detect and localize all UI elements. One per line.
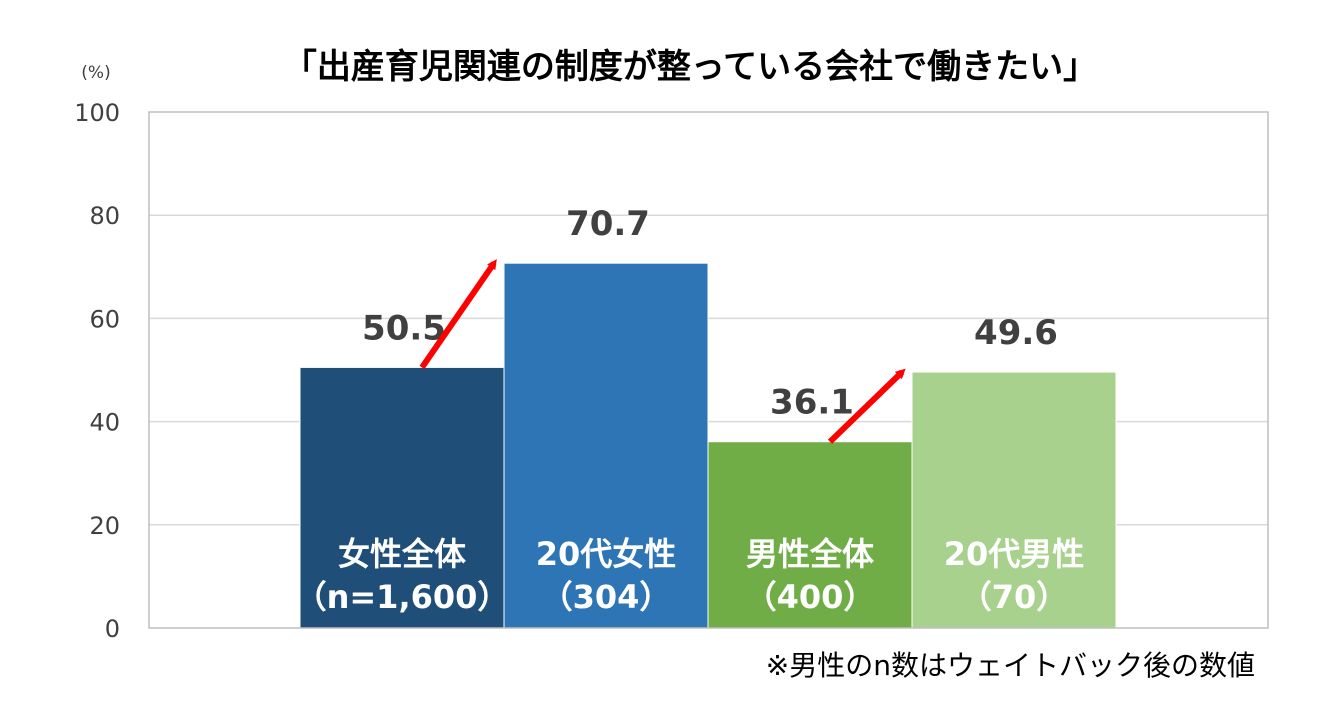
category-label: 20代男性 <box>944 535 1085 573</box>
plot-area-border <box>148 111 1269 629</box>
bar <box>911 371 1117 629</box>
y-tick-label: 80 <box>89 202 120 230</box>
y-tick-label: 20 <box>89 512 120 540</box>
y-tick-label: 60 <box>89 305 120 333</box>
value-label: 36.1 <box>770 383 854 423</box>
category-label: 男性全体 <box>746 535 874 573</box>
value-label: 49.6 <box>974 313 1058 353</box>
value-label: 50.5 <box>362 308 446 348</box>
bar <box>503 262 709 629</box>
y-unit-label: (%) <box>81 63 110 83</box>
increase-arrow <box>419 259 497 370</box>
chart-title: 「出産育児関連の制度が整っている会社で働きたい」 <box>283 47 1097 87</box>
category-label: 女性全体 <box>338 535 466 573</box>
y-tick-label: 0 <box>105 615 120 643</box>
y-axis-ticks: 0 20 40 60 80 100 <box>74 99 120 643</box>
y-tick-label: 40 <box>89 409 120 437</box>
y-tick-label: 100 <box>74 99 120 127</box>
bars: 50.5 女性全体 （n=1,600） 70.7 20代女性 （304） 36.1 男性全体 （… <box>295 204 1117 629</box>
category-sublabel: （70） <box>960 578 1069 616</box>
annotation-arrows <box>419 259 906 444</box>
value-label: 70.7 <box>566 204 650 244</box>
category-label: 20代女性 <box>536 535 677 573</box>
category-sublabel: （400） <box>745 578 876 616</box>
footnote: ※男性のn数はウェイトバック後の数値 <box>766 649 1255 682</box>
increase-arrow <box>827 368 906 444</box>
bar <box>299 366 505 629</box>
category-sublabel: （n=1,600） <box>295 578 510 616</box>
category-sublabel: （304） <box>541 578 672 616</box>
